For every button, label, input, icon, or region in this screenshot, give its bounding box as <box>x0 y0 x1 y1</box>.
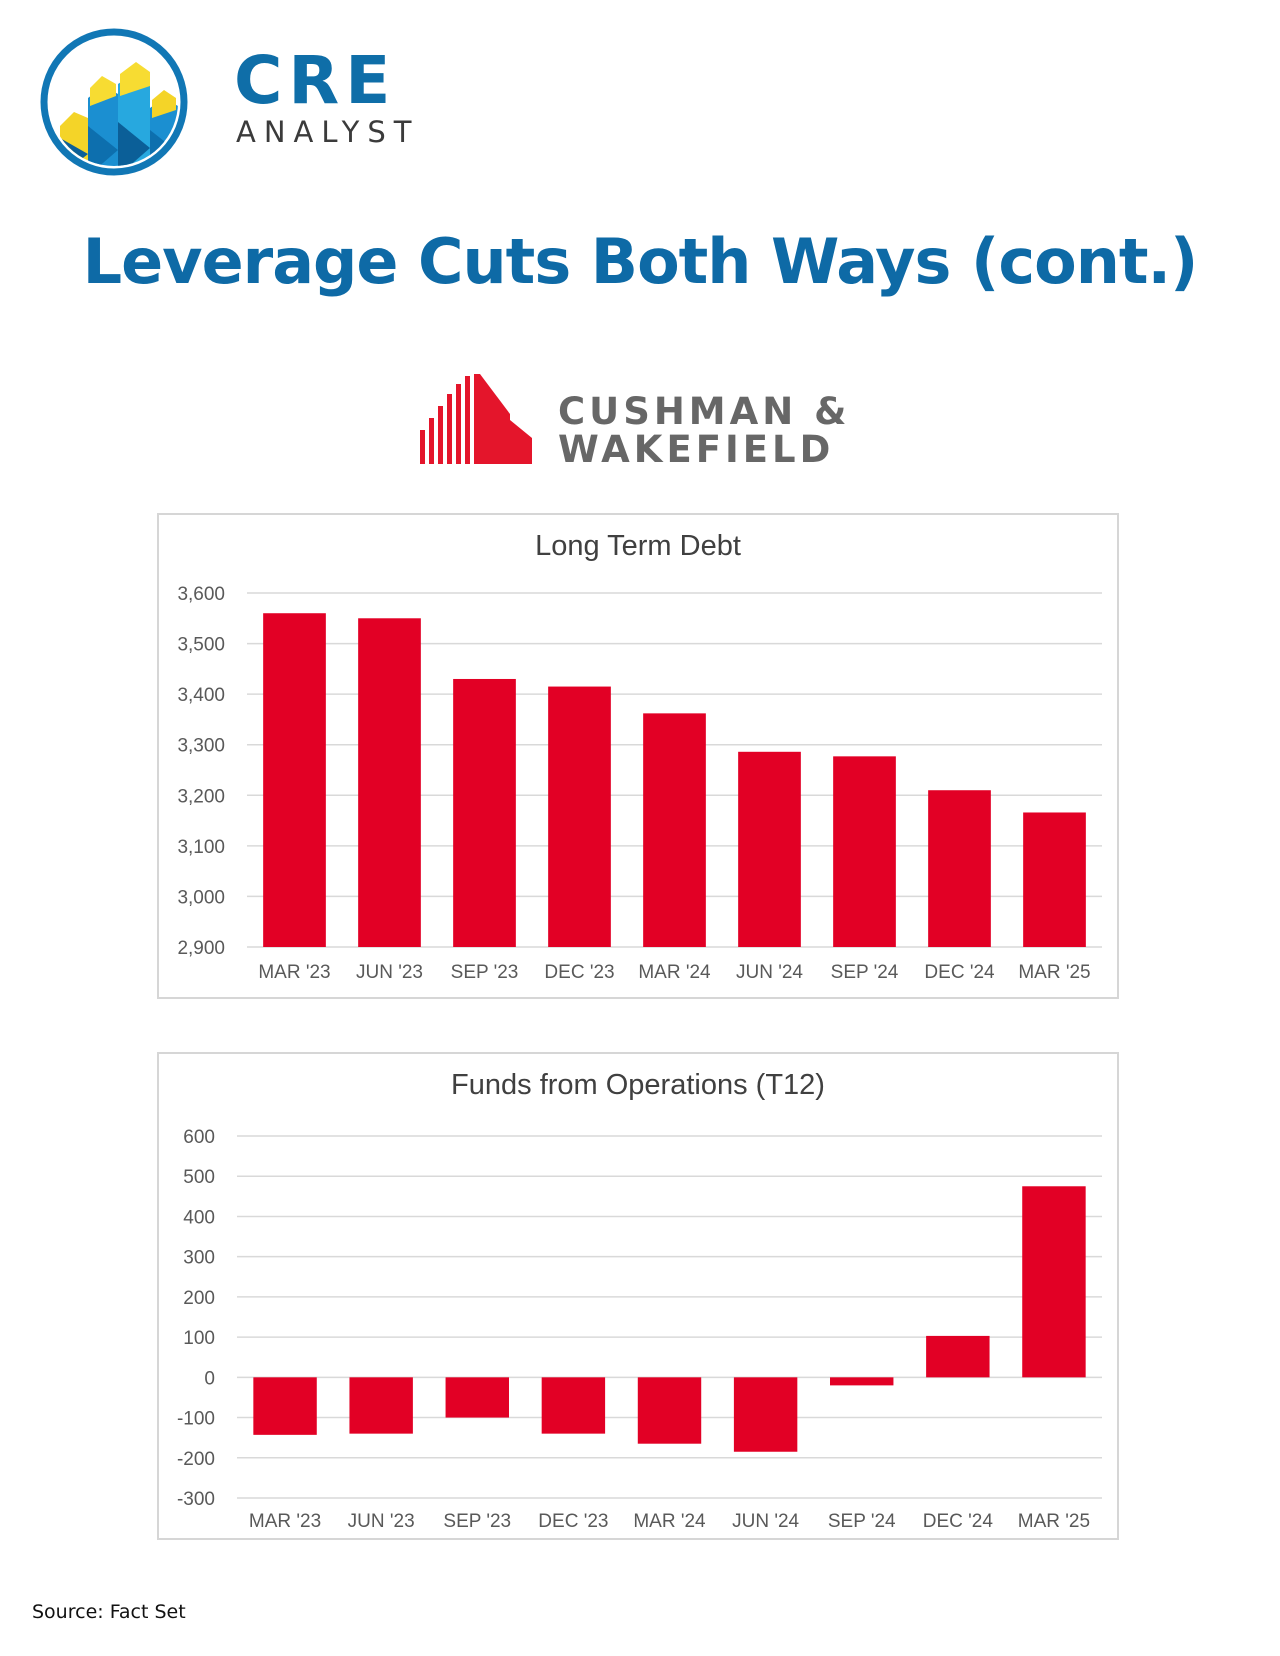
bar-mar-23 <box>253 1377 317 1435</box>
bar-dec-24 <box>926 1335 990 1378</box>
company-name-line2: WAKEFIELD <box>558 428 835 471</box>
bar-sep-23 <box>453 678 516 947</box>
y-tick-label: 600 <box>183 1127 215 1148</box>
cushman-wakefield-logo-icon <box>420 374 532 464</box>
x-tick-label: JUN '24 <box>732 1511 799 1532</box>
brand-subtitle: ANALYST <box>236 115 420 149</box>
bar-jun-24 <box>738 751 801 947</box>
company-name-line1: CUSHMAN & <box>558 390 851 433</box>
bar-dec-23 <box>548 686 611 947</box>
chart-title: Long Term Debt <box>535 530 741 562</box>
bar-mar-24 <box>637 1377 702 1444</box>
brand-name: CRE <box>234 42 397 119</box>
x-tick-label: MAR '24 <box>633 1511 706 1532</box>
x-tick-label: JUN '23 <box>348 1511 415 1532</box>
y-tick-label: 3,000 <box>177 887 225 908</box>
y-tick-label: 400 <box>183 1207 215 1228</box>
bar-dec-23 <box>541 1377 606 1434</box>
y-tick-label: 500 <box>183 1167 215 1188</box>
long-term-debt-chart-svg: Long Term Debt 2,900 3,000 3,100 3,200 3,300… <box>177 530 1102 983</box>
y-tick-label: 3,500 <box>177 635 225 656</box>
long-term-debt-chart: Long Term Debt 2,900 3,000 3,100 3,200 3,300… <box>157 513 1119 999</box>
ffo-chart-svg: Funds from Operations (T12) -300 -200 -100… <box>177 1069 1102 1532</box>
x-tick-label: MAR '25 <box>1018 962 1090 983</box>
y-tick-label: 2,900 <box>177 938 225 959</box>
x-tick-label: DEC '24 <box>924 962 995 983</box>
y-tick-label: 3,100 <box>177 837 225 858</box>
source-note: Source: Fact Set <box>32 1601 186 1623</box>
funds-from-operations-chart: Funds from Operations (T12) -300 -200 -100… <box>157 1052 1119 1540</box>
x-tick-label: DEC '23 <box>538 1511 608 1532</box>
y-tick-label: 100 <box>183 1328 215 1349</box>
y-tick-label: -200 <box>177 1449 215 1470</box>
chart-title: Funds from Operations (T12) <box>451 1069 825 1101</box>
y-tick-label: 300 <box>183 1248 215 1269</box>
y-tick-label: 200 <box>183 1288 215 1309</box>
cre-analyst-logo-icon <box>40 28 188 176</box>
x-tick-label: JUN '24 <box>736 962 803 983</box>
y-tick-label: -100 <box>177 1409 215 1430</box>
y-tick-label: 0 <box>204 1368 215 1389</box>
x-tick-label: SEP '23 <box>443 1511 511 1532</box>
bar-mar-24 <box>643 713 706 947</box>
y-tick-label: 3,300 <box>177 736 225 757</box>
x-tick-label: DEC '24 <box>923 1511 994 1532</box>
y-tick-label: -300 <box>177 1489 215 1510</box>
bar-mar-25 <box>1022 1186 1086 1378</box>
bar-jun-23 <box>358 618 421 947</box>
x-tick-label: DEC '23 <box>544 962 614 983</box>
bar-mar-23 <box>263 613 326 947</box>
bar-jun-24 <box>733 1377 798 1452</box>
x-tick-label: MAR '23 <box>258 962 330 983</box>
x-tick-label: SEP '24 <box>828 1511 896 1532</box>
bar-sep-24 <box>830 1377 894 1386</box>
bar-dec-24 <box>928 790 991 947</box>
page-title: Leverage Cuts Both Ways (cont.) <box>82 225 1199 298</box>
bar-sep-24 <box>833 756 896 947</box>
x-tick-label: SEP '23 <box>451 962 519 983</box>
x-tick-label: SEP '24 <box>831 962 899 983</box>
x-tick-label: MAR '24 <box>638 962 711 983</box>
y-tick-label: 3,200 <box>177 786 225 807</box>
y-tick-label: 3,600 <box>177 584 225 605</box>
bar-mar-25 <box>1023 812 1086 947</box>
x-tick-label: MAR '25 <box>1018 1511 1090 1532</box>
x-tick-label: MAR '23 <box>249 1511 321 1532</box>
x-tick-label: JUN '23 <box>356 962 423 983</box>
bar-sep-23 <box>445 1377 509 1418</box>
y-tick-label: 3,400 <box>177 685 225 706</box>
bar-jun-23 <box>349 1377 413 1434</box>
